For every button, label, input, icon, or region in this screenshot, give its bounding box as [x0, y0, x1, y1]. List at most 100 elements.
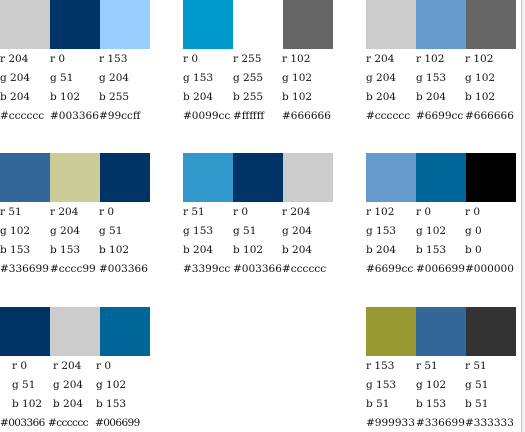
red-value: r 204: [0, 53, 29, 65]
green-value: g 153: [366, 225, 397, 237]
red-value: r 102: [465, 53, 494, 65]
green-value: g 204: [50, 225, 81, 237]
green-value: g 255: [233, 72, 264, 84]
palette-row3-col1: r 0 r 204 r 0 g 51 g 204 g 102 b 102 b 2…: [0, 307, 150, 432]
palette-row2-col2: r 51 r 0 r 204 g 153 g 51 g 204 b 204 b …: [183, 153, 333, 278]
blue-value: b 255: [233, 91, 264, 103]
red-value: r 255: [233, 53, 262, 65]
green-value: g 204: [99, 72, 130, 84]
blue-value: b 204: [282, 244, 313, 256]
blue-value: b 204: [416, 91, 447, 103]
red-value: r 204: [366, 53, 395, 65]
green-value: g 51: [12, 379, 36, 391]
color-swatch: [50, 153, 100, 202]
hex-code: #99ccff: [99, 110, 141, 122]
color-swatch: [100, 0, 150, 49]
color-swatch: [366, 0, 416, 49]
color-swatch: [0, 307, 50, 356]
green-value: g 153: [416, 72, 447, 84]
hex-code: #cccccc: [48, 417, 88, 429]
blue-value: b 102: [282, 91, 313, 103]
hex-code: #666666: [465, 110, 514, 122]
hex-code: #6699cc: [416, 110, 464, 122]
blue-value: b 255: [99, 91, 130, 103]
green-value: g 153: [366, 379, 397, 391]
red-value: r 204: [53, 360, 82, 372]
color-swatch: [233, 0, 283, 49]
blue-value: b 153: [50, 244, 81, 256]
green-value: g 102: [416, 379, 447, 391]
hex-code: #006699: [95, 417, 140, 429]
color-swatch: [0, 153, 50, 202]
green-value: g 204: [366, 72, 397, 84]
window-edge: [521, 0, 525, 432]
color-swatch: [183, 0, 233, 49]
green-value: g 153: [183, 225, 214, 237]
color-swatch: [233, 153, 283, 202]
swatch-strip: [0, 0, 150, 49]
red-value: r 153: [366, 360, 395, 372]
red-value: r 204: [282, 206, 311, 218]
palette-row1-col1: r 204 r 0 r 153 g 204 g 51 g 204 b 204 b…: [0, 0, 150, 125]
color-swatch: [50, 307, 100, 356]
color-swatch: [100, 153, 150, 202]
green-value: g 204: [0, 72, 31, 84]
green-value: g 51: [465, 379, 489, 391]
color-swatch: [416, 0, 466, 49]
blue-value: b 102: [50, 91, 81, 103]
swatch-strip: [366, 153, 516, 202]
hex-code: #336699: [416, 417, 465, 429]
hex-code: #999933: [366, 417, 415, 429]
red-value: r 51: [183, 206, 205, 218]
blue-value: b 204: [0, 91, 31, 103]
blue-value: b 204: [53, 398, 84, 410]
hex-code: #000000: [465, 263, 514, 275]
hex-code: #333333: [465, 417, 514, 429]
palette-row2-col3: r 102 r 0 r 0 g 153 g 102 g 0 b 204 b 15…: [366, 153, 516, 278]
hex-code: #6699cc: [366, 263, 414, 275]
color-swatch: [416, 153, 466, 202]
color-swatch: [283, 153, 333, 202]
green-value: g 102: [416, 225, 447, 237]
hex-code: #003366: [233, 263, 282, 275]
palette-row2-col1: r 51 r 204 r 0 g 102 g 204 g 51 b 153 b …: [0, 153, 150, 278]
red-value: r 0: [12, 360, 28, 372]
hex-code: #003366: [0, 417, 45, 429]
swatch-strip: [183, 0, 333, 49]
color-swatch: [0, 0, 50, 49]
red-value: r 153: [99, 53, 128, 65]
blue-value: b 204: [183, 244, 214, 256]
hex-code: #cccccc: [282, 263, 327, 275]
blue-value: b 102: [12, 398, 43, 410]
hex-code: #006699: [416, 263, 465, 275]
color-swatch: [416, 307, 466, 356]
green-value: g 153: [183, 72, 214, 84]
hex-code: #666666: [282, 110, 331, 122]
palette-row1-col3: r 204 r 102 r 102 g 204 g 153 g 102 b 20…: [366, 0, 516, 125]
blue-value: b 204: [366, 244, 397, 256]
color-swatch: [183, 153, 233, 202]
hex-code: #ffffff: [233, 110, 265, 122]
swatch-strip: [366, 307, 516, 356]
red-value: r 51: [416, 360, 438, 372]
blue-value: b 102: [99, 244, 130, 256]
blue-value: b 0: [465, 244, 482, 256]
red-value: r 0: [416, 206, 432, 218]
color-swatch: [466, 307, 516, 356]
blue-value: b 204: [183, 91, 214, 103]
hex-code: #003366: [50, 110, 99, 122]
red-value: r 51: [465, 360, 487, 372]
blue-value: b 153: [416, 398, 447, 410]
red-value: r 0: [99, 206, 115, 218]
green-value: g 204: [53, 379, 84, 391]
green-value: g 102: [0, 225, 31, 237]
green-value: g 102: [465, 72, 496, 84]
green-value: g 102: [96, 379, 127, 391]
color-swatch: [283, 0, 333, 49]
swatch-strip: [0, 153, 150, 202]
red-value: r 0: [465, 206, 481, 218]
swatch-strip: [0, 307, 150, 356]
color-swatch: [50, 0, 100, 49]
red-value: r 0: [183, 53, 199, 65]
red-value: r 51: [0, 206, 22, 218]
